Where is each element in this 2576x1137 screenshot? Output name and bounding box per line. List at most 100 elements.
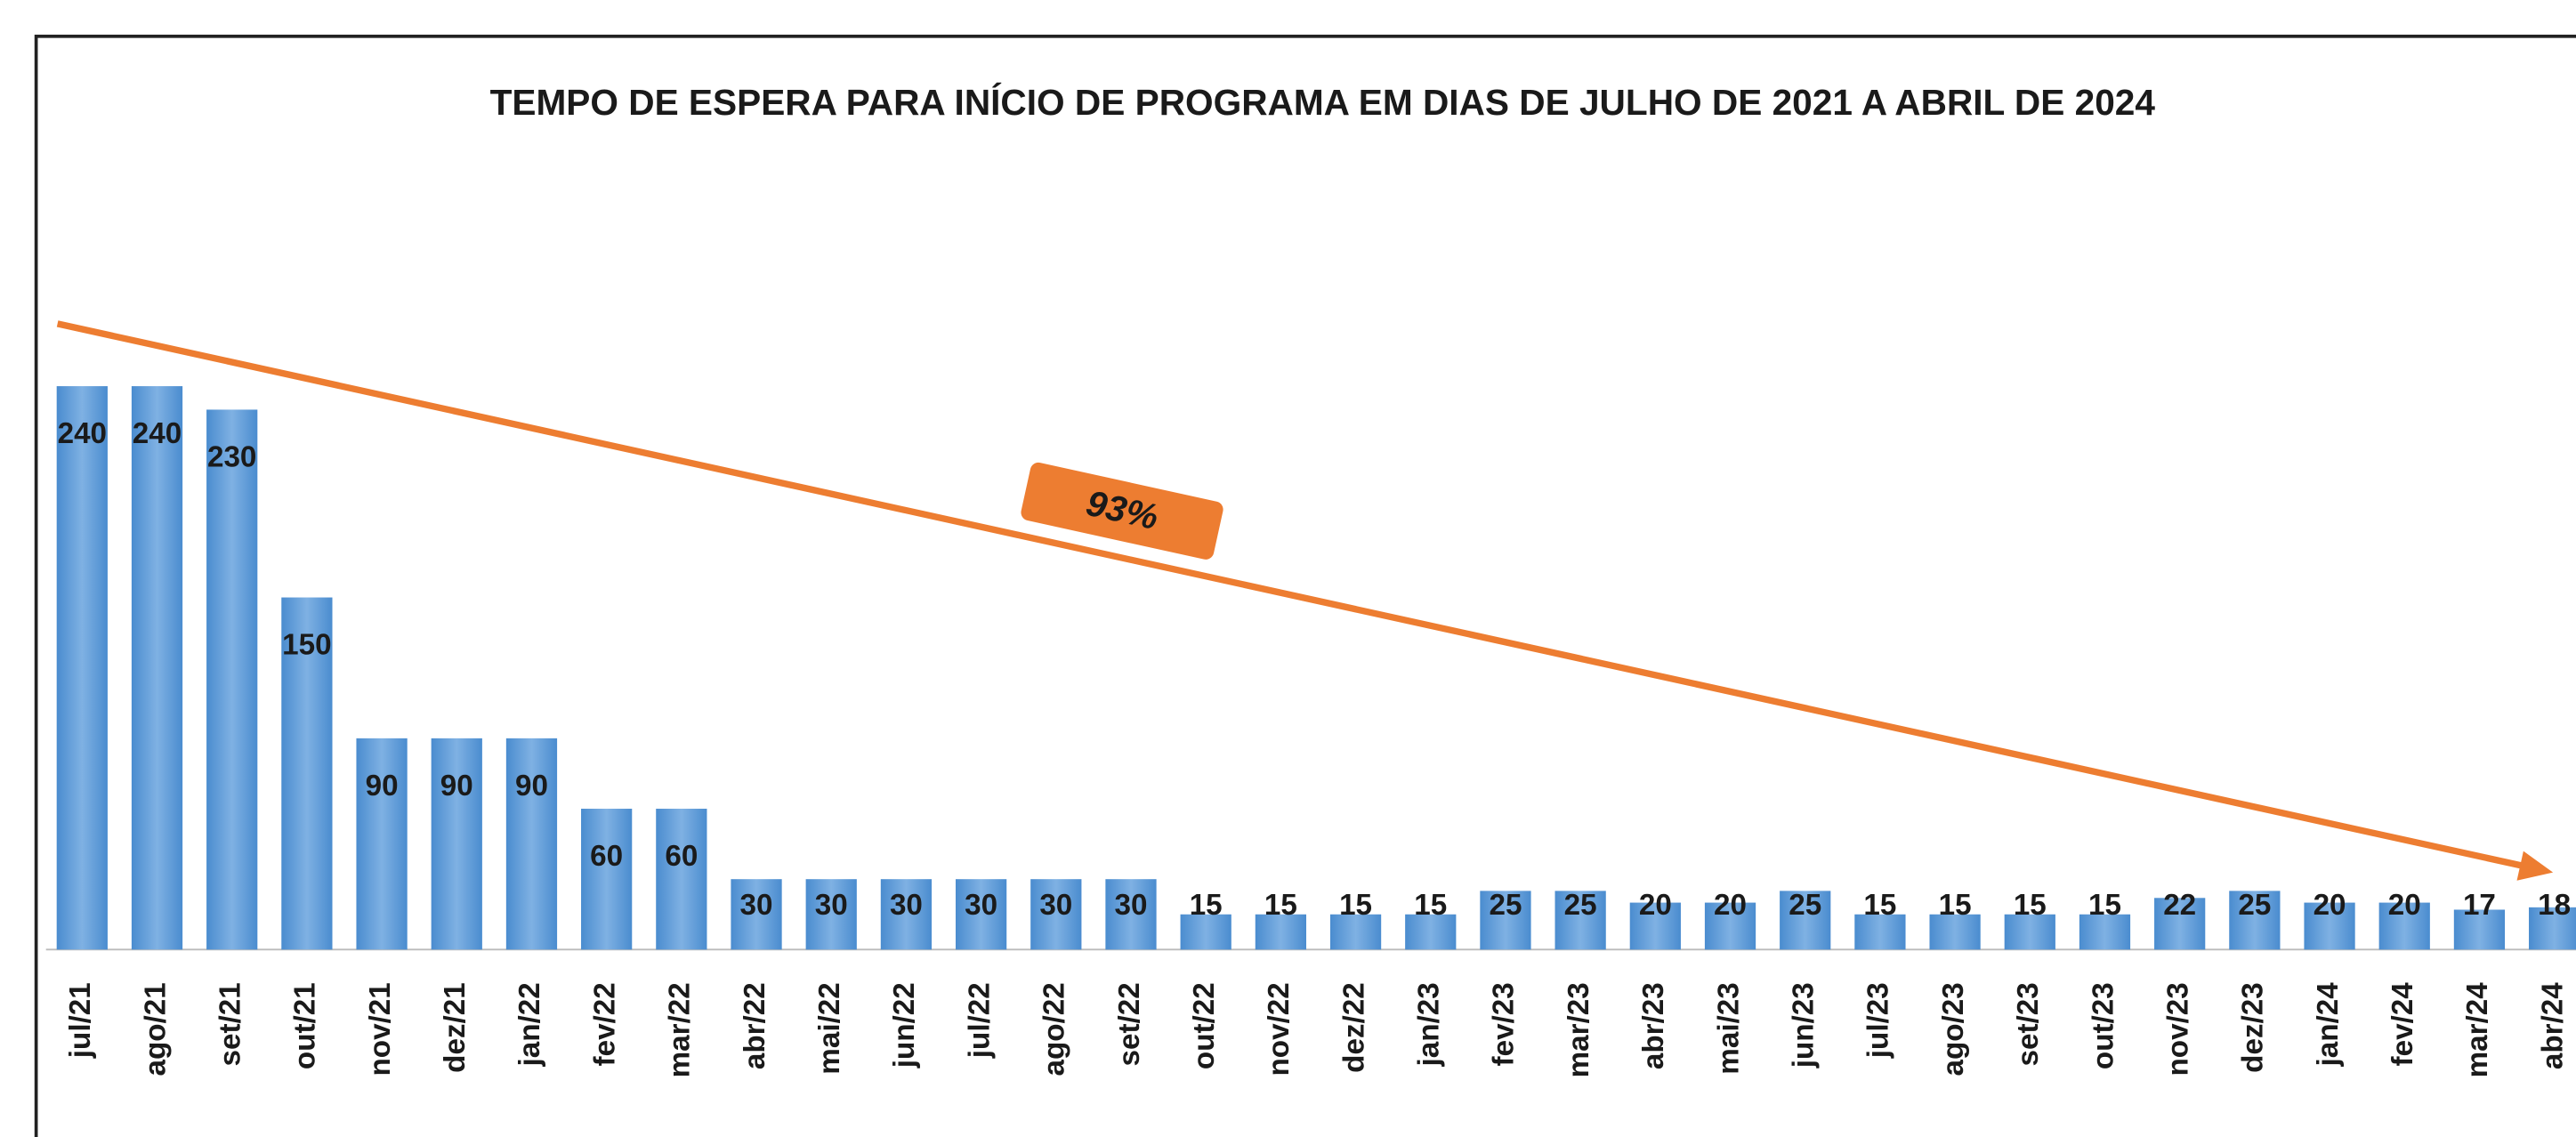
bar [1554, 891, 1606, 950]
bar [431, 738, 482, 950]
data-label: 150 [282, 629, 331, 662]
x-tick-label: nov/22 [1263, 982, 1296, 1076]
bar [581, 809, 633, 950]
bar [2154, 898, 2206, 950]
x-tick-label: mar/22 [664, 982, 697, 1077]
bar [955, 879, 1007, 950]
x-tick-label: fev/23 [1488, 982, 1521, 1066]
data-label: 25 [1789, 889, 1821, 922]
x-tick-label: nov/21 [364, 982, 397, 1076]
data-label: 30 [740, 889, 773, 922]
data-label: 15 [1863, 889, 1896, 922]
bar [2529, 907, 2576, 950]
x-tick-label: fev/22 [588, 982, 621, 1066]
data-label: 230 [207, 441, 256, 474]
annotation: 93% [1021, 462, 1223, 560]
data-label: 15 [1339, 889, 1372, 922]
bar [656, 809, 707, 950]
bar [1405, 914, 1457, 950]
x-tick-label: abr/22 [739, 982, 771, 1069]
x-tick-label: dez/22 [1337, 982, 1370, 1073]
data-label: 90 [366, 770, 399, 802]
bar [2229, 891, 2281, 950]
bar [281, 597, 333, 950]
bar [2004, 914, 2055, 950]
x-tick-label: ago/23 [1937, 982, 1970, 1076]
bar [2079, 914, 2131, 950]
annotation-box [1021, 462, 1223, 560]
data-label: 60 [590, 840, 623, 873]
data-label: 90 [515, 770, 548, 802]
x-tick-label: jul/22 [963, 982, 996, 1059]
data-label: 240 [133, 417, 182, 450]
bar [1629, 902, 1681, 950]
x-tick-label: jul/21 [64, 982, 97, 1059]
bar [1329, 914, 1382, 950]
data-label: 30 [1115, 889, 1148, 922]
frame [34, 34, 2576, 1137]
bar [56, 386, 108, 950]
x-tick-label: jan/23 [1413, 982, 1446, 1067]
data-label: 15 [1264, 889, 1297, 922]
bar [1030, 879, 1082, 950]
bar [805, 879, 857, 950]
bar [1255, 914, 1306, 950]
data-label: 30 [890, 889, 923, 922]
x-tick-label: jun/23 [1787, 982, 1820, 1068]
x-tick-label: jun/22 [888, 982, 921, 1068]
x-tick-label: dez/23 [2237, 982, 2270, 1073]
bar [2453, 909, 2506, 950]
data-label: 30 [1039, 889, 1072, 922]
x-tick-label: mai/22 [813, 982, 846, 1074]
bar [2378, 902, 2430, 950]
bar [1480, 891, 1531, 950]
x-tick-label: jan/24 [2312, 982, 2345, 1068]
x-tick-label: ago/21 [139, 982, 172, 1076]
data-label: 25 [1564, 889, 1597, 922]
data-label: 15 [2088, 889, 2121, 922]
bar [1929, 914, 1981, 950]
x-tick-label: set/22 [1113, 982, 1146, 1066]
bar [2304, 902, 2355, 950]
data-label: 15 [2014, 889, 2047, 922]
data-label: 18 [2538, 889, 2571, 922]
bar [880, 879, 933, 950]
trend-arrow [56, 320, 2532, 871]
x-tick-label: out/23 [2087, 982, 2120, 1069]
bar [731, 879, 782, 950]
x-tick-label: jan/22 [513, 982, 546, 1067]
bar [206, 409, 258, 950]
data-label: 20 [2314, 889, 2346, 922]
data-label: 15 [1190, 889, 1223, 922]
data-label: 22 [2163, 889, 2196, 922]
x-tick-label: mar/24 [2461, 982, 2494, 1078]
data-label: 60 [665, 840, 698, 873]
x-tick-label: out/22 [1188, 982, 1221, 1069]
x-tick-label: ago/22 [1038, 982, 1071, 1076]
x-tick-label: mar/23 [1563, 982, 1595, 1077]
bar [356, 738, 408, 950]
data-label: 20 [2388, 889, 2421, 922]
chart-title: TEMPO DE ESPERA PARA INÍCIO DE PROGRAMA … [490, 82, 2156, 123]
data-label: 20 [1714, 889, 1747, 922]
data-label: 25 [2238, 889, 2271, 922]
bar [505, 738, 558, 950]
data-label: 25 [1489, 889, 1522, 922]
data-label: 90 [440, 770, 473, 802]
data-label: 30 [815, 889, 848, 922]
x-tick-label: mai/23 [1712, 982, 1745, 1074]
bar [1180, 914, 1231, 950]
x-tick-label: jul/23 [1862, 982, 1895, 1059]
x-tick-label: abr/23 [1637, 982, 1670, 1069]
x-tick-label: dez/21 [439, 982, 472, 1073]
bar [1854, 914, 1906, 950]
data-label: 20 [1639, 889, 1672, 922]
bar [131, 386, 183, 950]
x-tick-label: abr/24 [2536, 982, 2569, 1069]
x-tick-label: out/21 [289, 982, 322, 1069]
x-tick-label: fev/24 [2386, 982, 2419, 1067]
arrow-head [2516, 851, 2554, 881]
x-tick-label: nov/23 [2161, 982, 2194, 1076]
